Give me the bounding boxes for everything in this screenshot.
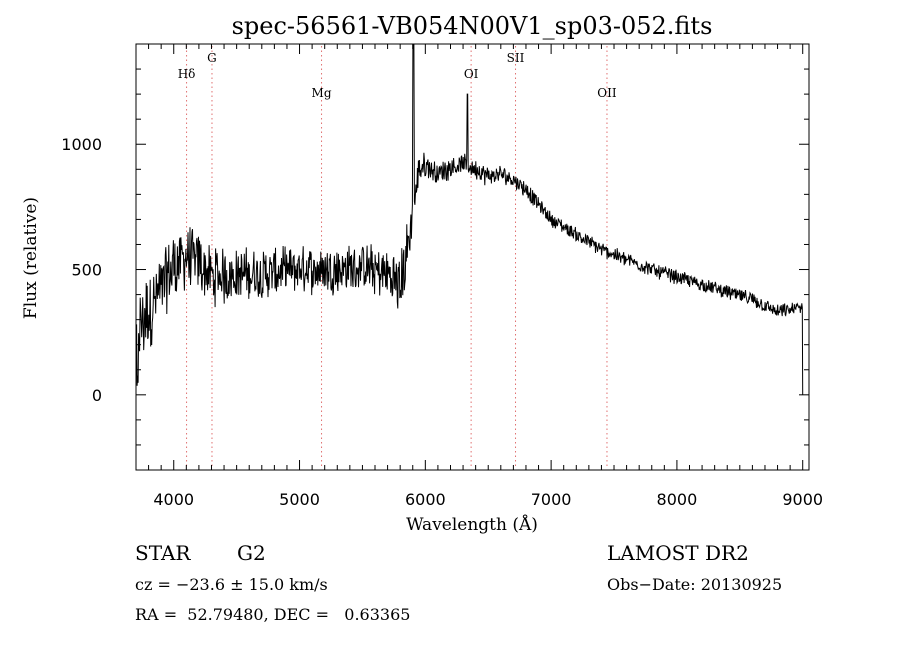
survey-name: LAMOST DR2: [607, 541, 749, 565]
x-axis: 4000 5000 6000 7000 8000 9000: [135, 44, 823, 509]
x-tick-label: 5000: [279, 490, 320, 509]
redshift-cz: cz = −23.6 ± 15.0 km/s: [135, 575, 328, 594]
line-marker-label: Hδ: [178, 67, 196, 81]
y-tick-label: 500: [71, 261, 102, 280]
x-tick-label: 9000: [782, 490, 823, 509]
x-tick-label: 4000: [153, 490, 194, 509]
line-marker-label: OI: [464, 67, 479, 81]
x-tick-label: 7000: [531, 490, 572, 509]
spectral-line-markers: Hδ G Mg OI SII OII: [178, 46, 617, 468]
line-marker-label: SII: [507, 51, 525, 65]
observation-date: Obs−Date: 20130925: [607, 575, 783, 594]
x-tick-label: 6000: [405, 490, 446, 509]
y-axis: 0 500 1000: [61, 43, 809, 471]
coordinates: RA = 52.79480, DEC = 0.63365: [135, 605, 411, 624]
spectrum-series: [136, 44, 804, 395]
object-class: STAR: [135, 541, 191, 565]
object-subclass: G2: [237, 541, 266, 565]
line-marker-label: Mg: [312, 86, 332, 100]
plot-frame: [135, 43, 810, 471]
y-axis-label: Flux (relative): [21, 197, 41, 319]
chart-title: spec-56561-VB054N00V1_sp03-052.fits: [232, 12, 713, 40]
line-marker-label: G: [207, 51, 217, 65]
line-marker-label: OII: [597, 86, 617, 100]
x-axis-label: Wavelength (Å): [406, 514, 538, 535]
x-tick-label: 8000: [657, 490, 698, 509]
y-tick-label: 1000: [61, 135, 102, 154]
y-tick-label: 0: [92, 386, 102, 405]
